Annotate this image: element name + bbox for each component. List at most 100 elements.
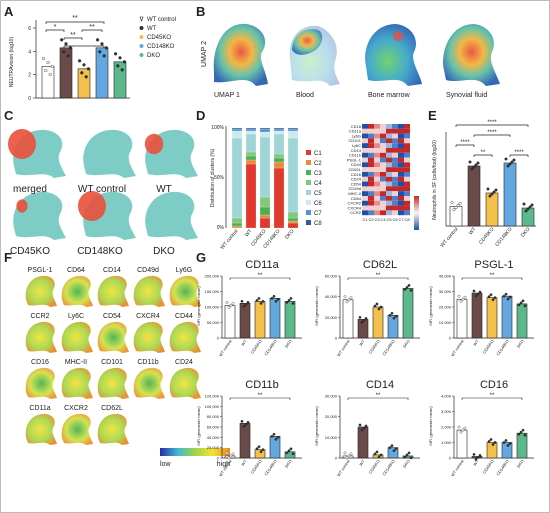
heat-cell (380, 181, 386, 187)
g-ytick-label: 0 (335, 456, 338, 461)
umap-synovial (443, 24, 500, 86)
d-bar-seg (287, 127, 299, 130)
g-ytick-label: 200,000 (205, 274, 220, 279)
e-point (526, 207, 530, 211)
heat-cell (404, 157, 410, 163)
heat-cell (398, 191, 404, 196)
g-chart-title: CD62L (363, 259, 397, 271)
d-bar-seg (287, 130, 299, 139)
panel-d-stacked-bars (231, 127, 299, 229)
heat-cell (392, 133, 398, 139)
heat-cell (362, 138, 368, 144)
heat-cell (398, 162, 404, 168)
a-point (66, 54, 70, 58)
g-point (274, 437, 278, 441)
heat-cell (386, 181, 392, 187)
heat-cell (392, 143, 398, 148)
heat-cell (392, 181, 398, 187)
g-ytick-label: 40,000 (325, 294, 338, 299)
g-ytick-label: 30,000 (325, 394, 338, 399)
d-bar-seg (259, 206, 271, 216)
g-point (274, 299, 278, 303)
heat-cell (398, 181, 404, 187)
g-bar (501, 295, 513, 339)
heat-col-label: C2 (368, 217, 374, 222)
d-ytick-50: 50% (214, 175, 225, 181)
g-point (493, 441, 497, 444)
heat-cell (374, 210, 380, 216)
heat-cell (386, 162, 392, 168)
heat-col-label: C7 (398, 217, 404, 222)
heat-cell (398, 133, 404, 139)
e-point (494, 188, 498, 192)
g-bar (357, 319, 369, 339)
heat-cell (386, 176, 392, 182)
heat-cell (404, 200, 410, 206)
g-point (345, 300, 349, 304)
heat-cell (374, 181, 380, 187)
e-point (490, 192, 494, 196)
heat-cell (386, 196, 392, 201)
g-point (403, 288, 407, 291)
g-point (487, 295, 491, 299)
g-bar (224, 305, 236, 339)
g-chart-title: PSGL-1 (474, 259, 513, 271)
g-bar (486, 442, 498, 459)
sig-a-3: ** (70, 32, 76, 39)
g-ytick-label: 0 (335, 336, 338, 341)
g-sig-bracket (229, 397, 291, 400)
g-sig-star: ** (376, 273, 381, 279)
g-ytick-label: 100,000 (205, 305, 220, 310)
a-point (95, 38, 100, 42)
g-xlabel: WT control (336, 339, 351, 358)
d-bar-seg (245, 151, 257, 157)
heat-cell (380, 191, 386, 196)
f-marker-label: CD11a (29, 405, 50, 412)
heat-cell (368, 157, 374, 163)
g-ytick-label: 20,000 (325, 414, 338, 419)
f-marker-label: Ly6C (68, 313, 84, 320)
heat-cell (398, 152, 404, 158)
heat-cell (398, 196, 404, 201)
d-bar-seg (287, 217, 299, 222)
a-point (48, 72, 52, 77)
f-plot-ly6c: Ly6C (61, 313, 93, 353)
f-marker-label: CXCR2 (64, 405, 88, 412)
g-point (373, 452, 377, 456)
g-xlabel: CD45KO (482, 339, 495, 355)
heat-cell (362, 162, 368, 168)
heat-cell (374, 157, 380, 163)
heat-cell (362, 191, 368, 196)
g-ytick-label: 2,000 (441, 425, 452, 430)
g-point (373, 304, 377, 308)
g-ytick-label: 50,000 (207, 320, 220, 325)
heat-cell (368, 205, 374, 211)
g-point (225, 451, 229, 455)
e-bar (449, 206, 463, 227)
heat-cell (380, 143, 386, 148)
d-legend-swatch (306, 150, 311, 155)
g-ytick-label: 0 (449, 336, 452, 341)
heat-row-label: CD64 (351, 196, 362, 201)
d-xlabel: WT (244, 228, 254, 238)
legend-marker-cd45ko (139, 35, 144, 39)
panel-e-bars (449, 157, 535, 227)
heat-cell (392, 162, 398, 168)
legend-marker-wt-control (139, 16, 144, 22)
d-bar-seg (231, 127, 243, 130)
e-xlabel: CD45KO (478, 226, 496, 245)
d-bar-seg (259, 217, 271, 229)
heat-cell (374, 124, 380, 129)
sig-e-5: **** (514, 150, 524, 156)
legend-marker-dko (139, 53, 144, 57)
heat-cell (374, 152, 380, 158)
e-point (530, 203, 534, 207)
g-point (403, 455, 407, 459)
heat-row-label: CD49d (349, 186, 361, 191)
g-ytick-label: 60,000 (325, 274, 338, 279)
g-point (392, 316, 396, 320)
g-point (287, 299, 291, 302)
g-bar (516, 303, 528, 339)
e-bar (503, 162, 517, 227)
g-xlabel: WT (358, 338, 366, 346)
